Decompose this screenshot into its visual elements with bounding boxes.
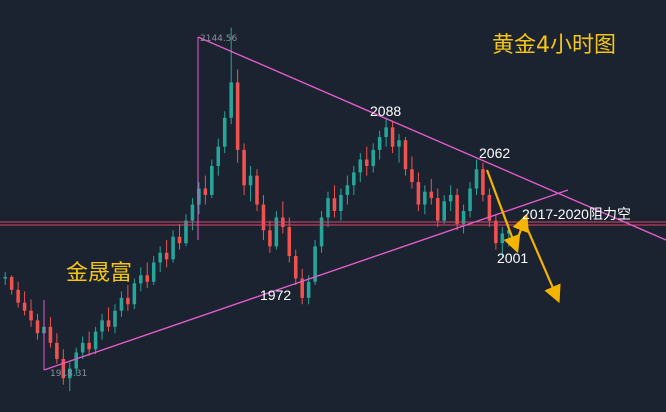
candle-body xyxy=(113,310,117,327)
candle-body xyxy=(184,220,188,244)
candle-body xyxy=(216,146,221,166)
annotation-resistance: 2017-2020阻力空 xyxy=(522,206,631,222)
descending-trendline xyxy=(197,36,666,241)
candle-body xyxy=(190,204,195,221)
annotation-1972: 1972 xyxy=(260,287,291,303)
high-extreme-label: 2144.56 xyxy=(200,34,237,44)
annotation-2088: 2088 xyxy=(370,103,401,119)
candle-body xyxy=(293,256,298,279)
candlestick-series xyxy=(3,27,511,392)
candle-body xyxy=(9,276,14,290)
candle-body xyxy=(35,320,40,334)
candle-body xyxy=(448,194,453,202)
candle-body xyxy=(210,165,214,195)
candle-body xyxy=(242,149,246,186)
candle-body xyxy=(29,310,33,321)
candle-body xyxy=(248,175,253,186)
candle-body xyxy=(442,201,446,221)
candle-body xyxy=(481,169,485,195)
candle-body xyxy=(326,198,330,218)
chart-title: 黄金4小时图 xyxy=(492,33,616,58)
candle-body xyxy=(429,191,434,199)
candle-body xyxy=(126,297,130,305)
candle-body xyxy=(197,188,201,205)
candle-body xyxy=(371,149,375,166)
candle-body xyxy=(235,82,240,150)
annotation-2062: 2062 xyxy=(479,145,510,161)
candle-body xyxy=(3,276,8,279)
candle-body xyxy=(487,194,492,221)
candle-body xyxy=(416,182,421,205)
candle-body xyxy=(468,188,472,211)
candle-body xyxy=(364,159,369,166)
candle-body xyxy=(100,320,104,332)
candle-body xyxy=(48,326,53,343)
candle-body xyxy=(16,289,20,303)
candle-body xyxy=(410,169,414,183)
candle-body xyxy=(139,275,143,284)
candle-body xyxy=(158,252,162,263)
candle-body xyxy=(261,204,266,231)
candle-body xyxy=(384,127,388,138)
candle-body xyxy=(403,140,408,170)
candle-body xyxy=(455,194,459,224)
candle-body xyxy=(93,331,98,350)
candle-body xyxy=(177,236,182,244)
candle-body xyxy=(494,220,498,244)
low-extreme-label: 1918.31 xyxy=(50,369,87,379)
candle-body xyxy=(319,217,324,247)
candle-body xyxy=(80,342,85,353)
candle-body xyxy=(22,302,27,311)
watermark-text: 金晟富 xyxy=(66,261,132,286)
ascending-trendline xyxy=(43,189,569,371)
candle-body xyxy=(300,278,304,298)
candle-body xyxy=(287,227,292,257)
candle-body xyxy=(164,252,169,260)
candle-body xyxy=(68,368,72,379)
candle-body xyxy=(151,262,156,282)
candle-body xyxy=(171,236,175,260)
candle-body xyxy=(332,198,337,211)
candle-body xyxy=(423,191,427,205)
candle-body xyxy=(61,358,66,379)
candle-body xyxy=(229,82,233,118)
candle-body xyxy=(55,342,59,359)
candle-body xyxy=(377,137,382,150)
candle-body xyxy=(106,320,111,327)
candle-body xyxy=(268,230,272,247)
candle-body xyxy=(87,342,91,350)
candle-body xyxy=(390,127,395,147)
candle-body xyxy=(352,172,356,186)
annotation-2001: 2001 xyxy=(497,250,528,266)
candle-body xyxy=(74,352,79,369)
candle-body xyxy=(506,230,511,234)
candle-body xyxy=(222,117,227,147)
candle-body xyxy=(500,233,505,244)
bounce-arrow xyxy=(512,213,529,246)
candle-body xyxy=(145,275,150,282)
candle-body xyxy=(132,283,137,305)
candle-body xyxy=(345,185,350,195)
candle-body xyxy=(119,297,124,311)
down-arrow-2 xyxy=(525,227,561,304)
candle-body xyxy=(474,169,479,189)
candle-body xyxy=(255,175,259,205)
candle-body xyxy=(461,211,466,224)
candle-body xyxy=(435,198,440,221)
candle-body xyxy=(358,159,363,173)
candle-body xyxy=(203,188,208,195)
down-arrow-1 xyxy=(485,169,521,254)
candle-body xyxy=(306,281,311,298)
candle-body xyxy=(274,217,279,247)
candle-body xyxy=(313,246,317,282)
candle-body xyxy=(339,194,343,211)
candle-body xyxy=(397,140,401,147)
